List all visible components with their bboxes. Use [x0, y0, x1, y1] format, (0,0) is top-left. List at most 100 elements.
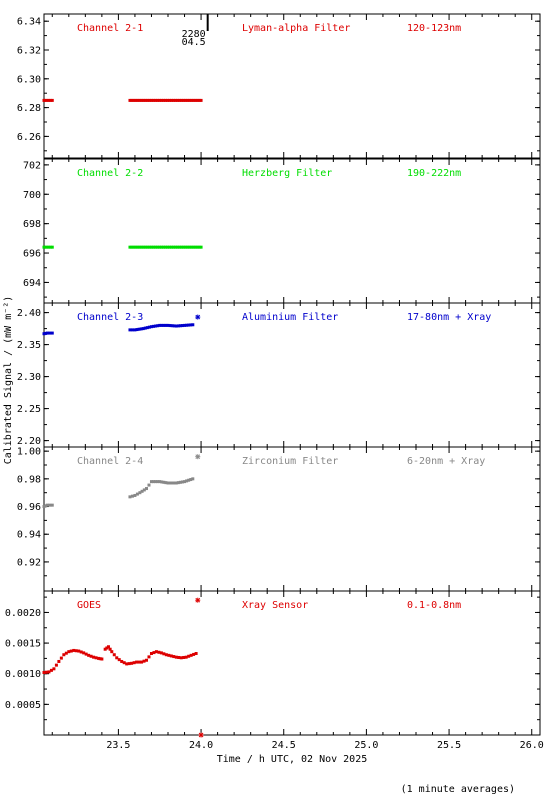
- data-point: [182, 655, 186, 659]
- data-point: [157, 650, 161, 654]
- filter-label: Xray Sensor: [242, 600, 308, 611]
- data-point: [146, 245, 150, 249]
- data-point: [137, 327, 141, 331]
- data-point: [50, 503, 54, 507]
- data-point: [154, 650, 158, 654]
- data-point: [149, 480, 153, 484]
- data-point: [178, 324, 182, 328]
- data-point: [128, 98, 132, 102]
- data-point: [136, 245, 140, 249]
- data-point: [52, 667, 56, 671]
- data-point: [42, 332, 46, 336]
- data-point: [170, 324, 174, 328]
- data-point: [189, 478, 193, 482]
- data-point: [191, 323, 195, 327]
- panel-frame: [43, 13, 541, 159]
- data-point: [179, 245, 183, 249]
- data-point: [48, 98, 52, 102]
- y-tick-label: 0.94: [17, 530, 41, 541]
- data-point: [140, 660, 144, 664]
- data-point: [94, 656, 98, 660]
- data-point: [187, 98, 191, 102]
- data-point: [44, 331, 48, 335]
- data-point: [187, 245, 191, 249]
- data-point: [128, 245, 132, 249]
- data-point: [87, 653, 91, 657]
- data-point: [59, 656, 63, 660]
- data-point: [195, 98, 199, 102]
- y-tick-label: 2.25: [17, 404, 41, 415]
- data-point: [173, 245, 177, 249]
- data-point: [154, 245, 158, 249]
- data-point: [183, 480, 187, 484]
- data-point: [79, 650, 83, 654]
- data-point: [117, 658, 121, 662]
- data-point: [145, 487, 149, 491]
- channel-label: GOES: [77, 600, 101, 611]
- footnote: (1 minute averages): [401, 784, 515, 795]
- panel-frame: [43, 158, 541, 304]
- data-point: [144, 245, 148, 249]
- series-points: [42, 245, 203, 249]
- panel-frame: [43, 590, 541, 736]
- data-point: [139, 327, 143, 331]
- data-point: [133, 328, 137, 332]
- data-point: [164, 481, 168, 485]
- data-point: [140, 245, 144, 249]
- data-point: [164, 323, 168, 327]
- data-point: [44, 504, 48, 508]
- filter-label: Aluminium Filter: [242, 312, 338, 323]
- data-point: [72, 648, 76, 652]
- data-point: [171, 98, 175, 102]
- data-point: [142, 659, 146, 663]
- data-point: [168, 324, 172, 328]
- data-point: [152, 245, 156, 249]
- data-point: [48, 245, 52, 249]
- outlier-point: [198, 732, 204, 738]
- data-point: [145, 658, 149, 662]
- data-point: [181, 245, 185, 249]
- data-point: [160, 98, 164, 102]
- band-label: 17-80nm + Xray: [407, 312, 491, 323]
- x-axis: 23.5 24.0 24.5 25.0 25.5 26.0: [106, 740, 543, 751]
- series-points: [42, 323, 195, 336]
- data-point: [142, 488, 146, 492]
- channel-label: Channel 2-4: [77, 456, 143, 467]
- data-point: [135, 328, 139, 332]
- data-point: [181, 98, 185, 102]
- data-point: [138, 98, 142, 102]
- data-point: [74, 649, 78, 653]
- y-tick-label: 0.92: [17, 557, 41, 568]
- data-point: [147, 655, 151, 659]
- data-point: [105, 646, 109, 650]
- data-point: [177, 655, 181, 659]
- data-point: [82, 651, 86, 655]
- data-point: [140, 489, 144, 493]
- data-point: [165, 245, 169, 249]
- data-point: [158, 98, 162, 102]
- data-point: [177, 98, 181, 102]
- y-tick-label: 694: [23, 278, 41, 289]
- data-point: [57, 659, 61, 663]
- data-point: [185, 98, 189, 102]
- data-point: [149, 652, 153, 656]
- data-point: [173, 98, 177, 102]
- data-point: [197, 245, 201, 249]
- data-point: [49, 668, 53, 672]
- y-tick-label: 0.98: [17, 474, 41, 485]
- data-point: [187, 323, 191, 327]
- data-point: [164, 98, 168, 102]
- data-point: [42, 245, 46, 249]
- outlier-stroke: [195, 597, 201, 603]
- data-point: [162, 98, 166, 102]
- data-point: [132, 661, 136, 665]
- data-point: [45, 331, 49, 335]
- panel-frame: [43, 446, 541, 592]
- data-point: [152, 98, 156, 102]
- data-point: [147, 325, 151, 329]
- x-tick-label: 23.5: [106, 740, 130, 751]
- series-points: [42, 98, 203, 102]
- data-point: [138, 491, 142, 495]
- data-point: [191, 98, 195, 102]
- data-point: [62, 653, 66, 657]
